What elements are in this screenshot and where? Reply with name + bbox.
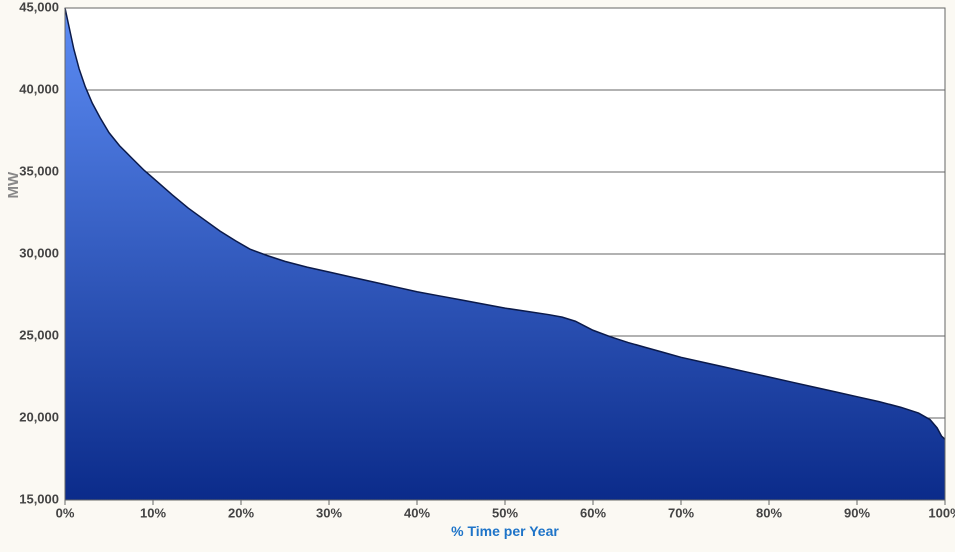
y-tick-label: 25,000 [19, 327, 59, 342]
x-tick-label: 70% [668, 506, 694, 521]
y-axis-title: MW [5, 171, 22, 198]
x-tick-label: 40% [404, 506, 430, 521]
x-tick-label: 90% [844, 506, 870, 521]
x-tick-label: 20% [228, 506, 254, 521]
x-axis-title: % Time per Year [451, 523, 559, 539]
y-tick-label: 45,000 [19, 0, 59, 14]
y-tick-label: 20,000 [19, 409, 59, 424]
x-tick-label: 80% [756, 506, 782, 521]
x-tick-label: 50% [492, 506, 518, 521]
x-tick-label: 0% [56, 506, 75, 521]
y-tick-label: 15,000 [19, 491, 59, 506]
y-tick-label: 30,000 [19, 245, 59, 260]
chart-svg: 15,000 20,000 25,000 30,000 35,000 40,000 45,0… [0, 0, 955, 552]
y-tick-label: 40,000 [19, 81, 59, 96]
y-tick-label: 35,000 [19, 163, 59, 178]
x-tick-label: 60% [580, 506, 606, 521]
chart-container: 15,000 20,000 25,000 30,000 35,000 40,000 45,0… [0, 0, 955, 552]
x-tick-label: 30% [316, 506, 342, 521]
x-tick-label: 10% [140, 506, 166, 521]
x-tick-label: 100% [928, 506, 955, 521]
